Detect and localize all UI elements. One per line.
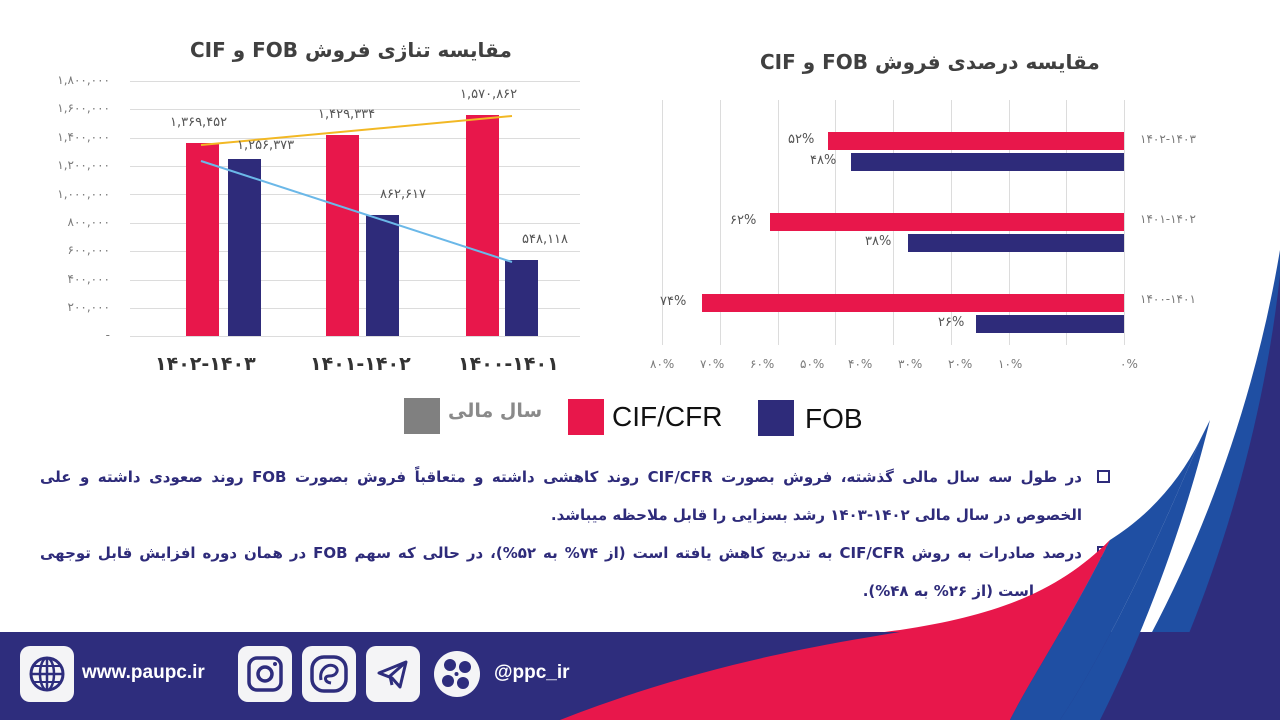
- gridline: [130, 109, 580, 110]
- social-handle[interactable]: @ppc_ir: [494, 662, 570, 683]
- bullet-text: درصد صادرات به روش CIF/CFR به تدریج کاهش…: [40, 544, 1082, 600]
- bullet-item: درصد صادرات به روش CIF/CFR به تدریج کاهش…: [40, 534, 1110, 610]
- percentage-chart-title: مقایسه درصدی فروش FOB و CIF: [760, 50, 1100, 74]
- x-tick: ۳۰%: [898, 357, 923, 371]
- cif-pct-label: ۵۲%: [788, 132, 815, 147]
- fob-pct-label: ۴۸%: [810, 153, 837, 168]
- cif-value-label: ۱,۳۶۹,۴۵۲: [170, 115, 228, 130]
- eitaa-icon: [310, 655, 348, 693]
- aparat-icon: [434, 651, 480, 697]
- bar-fob-1401-1402: [366, 215, 399, 336]
- telegram-button[interactable]: [366, 646, 420, 702]
- y-tick: ۶۰۰,۰۰۰: [67, 243, 111, 257]
- x-tick: ۰%: [1120, 357, 1138, 371]
- telegram-icon: [377, 660, 408, 689]
- tonnage-comparison-chart: مقایسه تناژی فروش FOB و CIF ۱,۸۰۰,۰۰۰ ۱,…: [40, 30, 600, 380]
- y-tick: ۱,۶۰۰,۰۰۰: [57, 101, 110, 115]
- x-category: ۱۴۰۰-۱۴۰۱: [458, 353, 559, 375]
- bar-cif-1400-1401: [466, 115, 499, 336]
- gridline: [720, 100, 721, 345]
- instagram-button[interactable]: [238, 646, 292, 702]
- hbar-fob-1400-1401: [976, 315, 1124, 333]
- x-tick: ۵۰%: [800, 357, 825, 371]
- cif-pct-label: ۶۲%: [730, 213, 757, 228]
- gridline: [130, 81, 580, 82]
- gridline: [1124, 100, 1125, 345]
- trendlines: [200, 115, 513, 263]
- website-button[interactable]: [20, 646, 74, 702]
- fob-value-label: ۵۴۸,۱۱۸: [522, 232, 569, 247]
- y-tick: ۱,۲۰۰,۰۰۰: [57, 158, 110, 172]
- x-tick: ۶۰%: [750, 357, 775, 371]
- eitaa-button[interactable]: [302, 646, 356, 702]
- bullet-text: در طول سه سال مالی گذشته، فروش بصورت CIF…: [40, 468, 1083, 524]
- y-tick: ۲۰۰,۰۰۰: [67, 300, 111, 314]
- legend-swatch-cif: [568, 399, 604, 435]
- y-tick: ۴۰۰,۰۰۰: [67, 272, 111, 286]
- gridline: [662, 100, 663, 345]
- cif-pct-label: ۷۴%: [660, 294, 687, 309]
- legend-label-cif: CIF/CFR: [612, 401, 723, 432]
- hbar-cif-1400-1401: [702, 294, 1124, 312]
- y-tick: -: [105, 328, 110, 342]
- globe-icon: [29, 656, 65, 692]
- y-category: ۱۴۰۱-۱۴۰۲: [1140, 212, 1196, 226]
- x-tick: ۸۰%: [650, 357, 675, 371]
- hbar-fob-1402-1403: [851, 153, 1124, 171]
- cif-value-label: ۱,۴۲۹,۳۳۴: [318, 107, 376, 122]
- bar-fob-1400-1401: [505, 260, 538, 336]
- y-tick: ۱,۰۰۰,۰۰۰: [57, 187, 110, 201]
- legend-swatch-fob: [758, 400, 794, 436]
- x-category: ۱۴۰۲-۱۴۰۳: [155, 353, 256, 375]
- fob-value-label: ۸۶۲,۶۱۷: [380, 187, 427, 202]
- cif-value-label: ۱,۵۷۰,۸۶۲: [460, 87, 518, 102]
- checkbox-bullet-icon: [1097, 546, 1110, 559]
- x-tick: ۱۰%: [998, 357, 1023, 371]
- summary-bullets: در طول سه سال مالی گذشته، فروش بصورت CIF…: [40, 458, 1110, 610]
- x-tick: ۲۰%: [948, 357, 973, 371]
- bullet-item: در طول سه سال مالی گذشته، فروش بصورت CIF…: [40, 458, 1110, 534]
- y-tick: ۱,۴۰۰,۰۰۰: [57, 130, 110, 144]
- x-tick: ۴۰%: [848, 357, 873, 371]
- legend-label-fob: FOB: [805, 403, 863, 434]
- hbar-cif-1401-1402: [770, 213, 1124, 231]
- x-category: ۱۴۰۱-۱۴۰۲: [310, 353, 411, 375]
- instagram-icon: [247, 656, 283, 692]
- website-link[interactable]: www.paupc.ir: [82, 662, 205, 683]
- bar-cif-1402-1403: [186, 143, 219, 336]
- x-tick: ۷۰%: [700, 357, 725, 371]
- legend-label-year: سال مالی: [448, 400, 543, 422]
- y-category: ۱۴۰۲-۱۴۰۳: [1140, 132, 1196, 146]
- gridline: [130, 336, 580, 337]
- aparat-button[interactable]: [430, 646, 484, 702]
- y-category: ۱۴۰۰-۱۴۰۱: [1140, 292, 1196, 306]
- bar-cif-1401-1402: [326, 135, 359, 336]
- tonnage-chart-title: مقایسه تناژی فروش FOB و CIF: [190, 38, 512, 62]
- hbar-fob-1401-1402: [908, 234, 1124, 252]
- fob-pct-label: ۳۸%: [865, 234, 892, 249]
- bar-fob-1402-1403: [228, 159, 261, 336]
- fob-value-label: ۱,۲۵۶,۳۷۳: [237, 138, 295, 153]
- percentage-comparison-chart: مقایسه درصدی فروش FOB و CIF ۸۰% ۷۰% ۶۰% …: [620, 40, 1220, 380]
- checkbox-bullet-icon: [1097, 470, 1110, 483]
- y-tick: ۸۰۰,۰۰۰: [67, 215, 111, 229]
- legend-swatch-year: [404, 398, 440, 434]
- hbar-cif-1402-1403: [828, 132, 1124, 150]
- y-tick: ۱,۸۰۰,۰۰۰: [57, 73, 110, 87]
- fob-pct-label: ۲۶%: [938, 315, 965, 330]
